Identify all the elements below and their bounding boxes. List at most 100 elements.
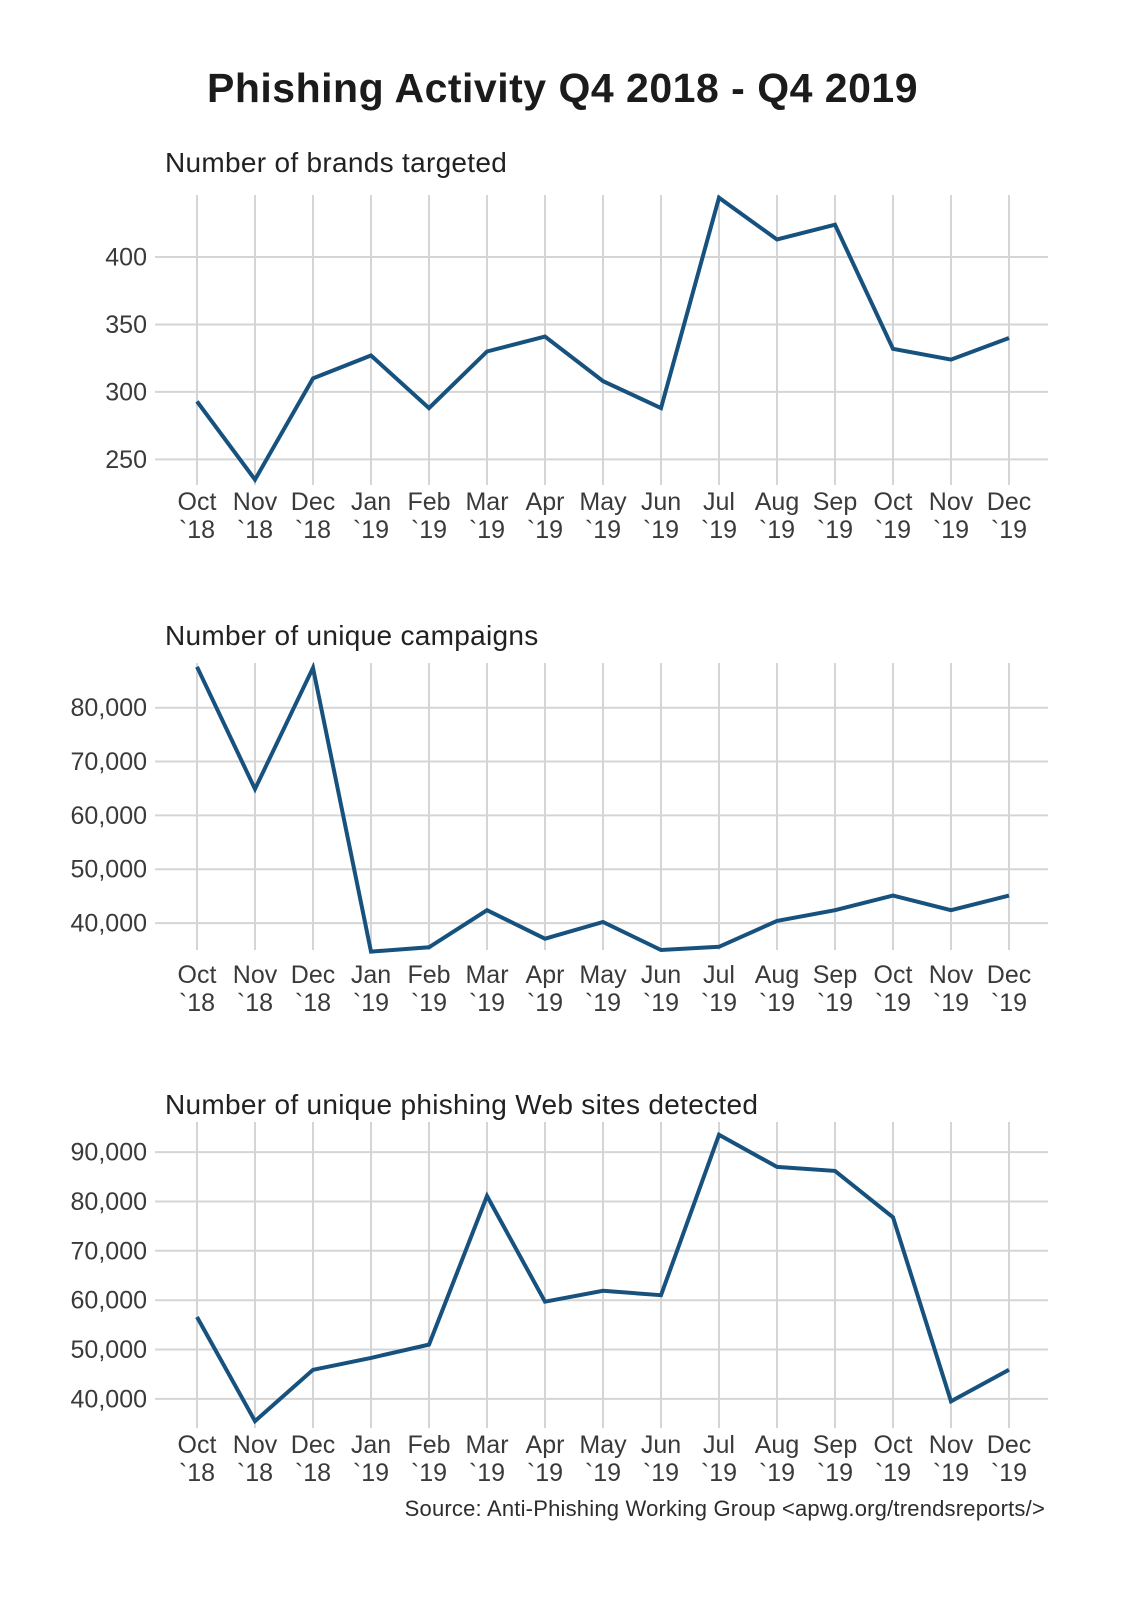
x-tick-year-label: `19: [643, 516, 679, 544]
y-axis-tick-labels: 40,000 50,000 60,000 70,000 80,000 90,000: [71, 1139, 147, 1414]
x-tick-year-label: `19: [759, 1459, 795, 1487]
x-tick-year-label: `19: [759, 516, 795, 544]
x-tick-month-label: Apr: [526, 488, 565, 516]
data-line: [195, 194, 1010, 484]
x-tick-month-label: May: [579, 961, 627, 989]
x-tick-year-label: `18: [237, 989, 273, 1017]
x-tick-month-label: Jul: [703, 1431, 735, 1459]
x-tick-month-label: Dec: [987, 1431, 1031, 1459]
y-tick-label: 80,000: [71, 694, 147, 722]
x-tick-year-label: `19: [411, 516, 447, 544]
y-tick-label: 300: [105, 378, 147, 406]
x-tick-year-label: `18: [295, 516, 331, 544]
chart-title-phishing-sites-detected: Number of unique phishing Web sites dete…: [165, 1089, 759, 1120]
x-tick-month-label: Jun: [641, 1431, 681, 1459]
x-tick-year-label: `19: [469, 1459, 505, 1487]
x-tick-month-label: Mar: [465, 961, 508, 989]
x-tick-month-label: Nov: [929, 1431, 974, 1459]
x-tick-year-label: `19: [585, 1459, 621, 1487]
x-tick-year-label: `19: [643, 989, 679, 1017]
x-tick-year-label: `19: [585, 516, 621, 544]
x-tick-month-label: Jul: [703, 961, 735, 989]
y-tick-label: 90,000: [71, 1139, 147, 1167]
x-tick-month-label: Oct: [874, 488, 913, 516]
x-axis-tick-labels: Oct`18Nov`18Dec`18Jan`19Feb`19Mar`19Apr`…: [178, 1431, 1032, 1487]
y-tick-label: 40,000: [71, 1385, 147, 1413]
x-tick-month-label: Dec: [987, 488, 1031, 516]
x-tick-year-label: `18: [295, 1459, 331, 1487]
x-tick-year-label: `19: [875, 1459, 911, 1487]
x-tick-month-label: Feb: [407, 488, 450, 516]
x-tick-month-label: Jun: [641, 488, 681, 516]
x-tick-month-label: Sep: [813, 1431, 857, 1459]
chart-title-brands-targeted: Number of brands targeted: [165, 147, 508, 178]
x-tick-month-label: Jul: [703, 488, 735, 516]
x-tick-month-label: Oct: [178, 1431, 217, 1459]
x-tick-month-label: Oct: [178, 488, 217, 516]
unique-campaigns-line-chart: 40,00050,00060,00070,00080,000Oct`18Nov`…: [71, 661, 1048, 1017]
x-tick-month-label: Jun: [641, 961, 681, 989]
x-tick-month-label: Oct: [874, 961, 913, 989]
x-tick-month-label: Jan: [351, 1431, 391, 1459]
x-tick-year-label: `19: [759, 989, 795, 1017]
y-tick-label: 50,000: [71, 856, 147, 884]
x-tick-month-label: Nov: [929, 961, 974, 989]
x-tick-month-label: Oct: [874, 1431, 913, 1459]
x-tick-month-label: Apr: [526, 961, 565, 989]
x-tick-month-label: Nov: [233, 961, 278, 989]
x-tick-year-label: `18: [179, 516, 215, 544]
x-tick-year-label: `18: [237, 516, 273, 544]
x-tick-year-label: `19: [817, 989, 853, 1017]
x-tick-month-label: Feb: [407, 1431, 450, 1459]
x-tick-month-label: Sep: [813, 961, 857, 989]
x-tick-year-label: `19: [585, 989, 621, 1017]
x-axis-tick-labels: Oct`18Nov`18Dec`18Jan`19Feb`19Mar`19Apr`…: [178, 961, 1032, 1017]
x-tick-year-label: `19: [875, 516, 911, 544]
x-tick-year-label: `19: [817, 516, 853, 544]
source-note: Source: Anti-Phishing Working Group <apw…: [404, 1496, 1045, 1521]
x-tick-year-label: `19: [933, 1459, 969, 1487]
y-tick-label: 60,000: [71, 1287, 147, 1315]
chart-title-unique-campaigns: Number of unique campaigns: [165, 620, 539, 651]
y-tick-label: 350: [105, 311, 147, 339]
x-tick-year-label: `19: [469, 989, 505, 1017]
data-line: [195, 661, 1010, 954]
x-tick-month-label: Sep: [813, 488, 857, 516]
x-tick-year-label: `19: [701, 989, 737, 1017]
page-title: Phishing Activity Q4 2018 - Q4 2019: [207, 65, 918, 111]
data-line: [195, 1131, 1010, 1425]
x-tick-year-label: `18: [237, 1459, 273, 1487]
x-tick-month-label: May: [579, 488, 627, 516]
brands-targeted-line-chart: 250300350400Oct`18Nov`18Dec`18Jan`19Feb`…: [105, 194, 1048, 544]
x-tick-year-label: `19: [527, 989, 563, 1017]
x-tick-month-label: Jan: [351, 488, 391, 516]
y-tick-label: 80,000: [71, 1188, 147, 1216]
x-tick-year-label: `19: [527, 516, 563, 544]
x-tick-month-label: Dec: [291, 961, 335, 989]
y-tick-label: 250: [105, 446, 147, 474]
y-axis-tick-labels: 40,000 50,000 60,000 70,000 80,000: [71, 694, 147, 937]
x-tick-year-label: `19: [991, 1459, 1027, 1487]
x-tick-year-label: `19: [527, 1459, 563, 1487]
x-tick-year-label: `19: [933, 516, 969, 544]
x-tick-month-label: Dec: [987, 961, 1031, 989]
y-tick-label: 400: [105, 244, 147, 272]
x-tick-month-label: May: [579, 1431, 627, 1459]
x-tick-year-label: `19: [469, 516, 505, 544]
x-tick-year-label: `18: [179, 1459, 215, 1487]
y-axis-tick-labels: 250 300 350 400: [105, 244, 147, 474]
gridlines: [155, 1122, 1048, 1428]
x-tick-year-label: `19: [643, 1459, 679, 1487]
x-axis-tick-labels: Oct`18Nov`18Dec`18Jan`19Feb`19Mar`19Apr`…: [178, 488, 1032, 544]
x-tick-year-label: `19: [353, 1459, 389, 1487]
y-tick-label: 70,000: [71, 748, 147, 776]
x-tick-month-label: Oct: [178, 961, 217, 989]
gridlines: [155, 195, 1048, 485]
x-tick-year-label: `19: [991, 989, 1027, 1017]
x-tick-year-label: `19: [411, 1459, 447, 1487]
x-tick-year-label: `19: [411, 989, 447, 1017]
x-tick-year-label: `19: [353, 516, 389, 544]
x-tick-year-label: `19: [353, 989, 389, 1017]
x-tick-month-label: Jan: [351, 961, 391, 989]
x-tick-year-label: `18: [179, 989, 215, 1017]
